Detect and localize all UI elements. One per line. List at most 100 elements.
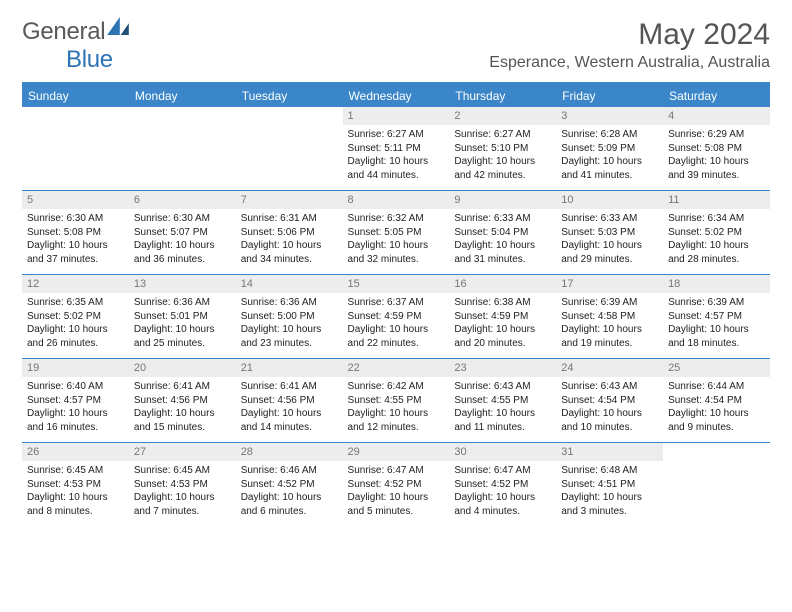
sunrise-text: Sunrise: 6:30 AM [27, 212, 124, 226]
weekday-header-row: Sunday Monday Tuesday Wednesday Thursday… [22, 84, 770, 108]
daylight-text-1: Daylight: 10 hours [241, 407, 338, 421]
sunrise-text: Sunrise: 6:32 AM [348, 212, 445, 226]
calendar-day-cell [129, 107, 236, 191]
sunrise-text: Sunrise: 6:36 AM [241, 296, 338, 310]
daylight-text-2: and 10 minutes. [561, 421, 658, 435]
day-number: 30 [449, 443, 556, 461]
calendar-day-cell: 25Sunrise: 6:44 AMSunset: 4:54 PMDayligh… [663, 359, 770, 443]
sunrise-text: Sunrise: 6:35 AM [27, 296, 124, 310]
daylight-text-1: Daylight: 10 hours [668, 239, 765, 253]
sunset-text: Sunset: 5:07 PM [134, 226, 231, 240]
daylight-text-1: Daylight: 10 hours [134, 407, 231, 421]
daylight-text-2: and 42 minutes. [454, 169, 551, 183]
calendar-day-cell: 26Sunrise: 6:45 AMSunset: 4:53 PMDayligh… [22, 443, 129, 527]
daylight-text-1: Daylight: 10 hours [27, 239, 124, 253]
sunset-text: Sunset: 4:53 PM [134, 478, 231, 492]
sunset-text: Sunset: 5:01 PM [134, 310, 231, 324]
calendar-day-cell: 3Sunrise: 6:28 AMSunset: 5:09 PMDaylight… [556, 107, 663, 191]
daylight-text-2: and 28 minutes. [668, 253, 765, 267]
day-number: 9 [449, 191, 556, 209]
day-details: Sunrise: 6:30 AMSunset: 5:07 PMDaylight:… [129, 209, 236, 274]
daylight-text-1: Daylight: 10 hours [668, 323, 765, 337]
sunset-text: Sunset: 5:08 PM [668, 142, 765, 156]
daylight-text-1: Daylight: 10 hours [241, 323, 338, 337]
sunset-text: Sunset: 4:55 PM [348, 394, 445, 408]
calendar-day-cell: 4Sunrise: 6:29 AMSunset: 5:08 PMDaylight… [663, 107, 770, 191]
sunset-text: Sunset: 4:56 PM [134, 394, 231, 408]
sunrise-text: Sunrise: 6:45 AM [134, 464, 231, 478]
daylight-text-1: Daylight: 10 hours [134, 323, 231, 337]
weekday-header: Wednesday [343, 84, 450, 108]
sunrise-text: Sunrise: 6:41 AM [241, 380, 338, 394]
calendar-day-cell: 2Sunrise: 6:27 AMSunset: 5:10 PMDaylight… [449, 107, 556, 191]
day-number: 31 [556, 443, 663, 461]
day-details: Sunrise: 6:47 AMSunset: 4:52 PMDaylight:… [449, 461, 556, 526]
sunset-text: Sunset: 5:00 PM [241, 310, 338, 324]
daylight-text-1: Daylight: 10 hours [27, 491, 124, 505]
sunrise-text: Sunrise: 6:30 AM [134, 212, 231, 226]
calendar-day-cell: 8Sunrise: 6:32 AMSunset: 5:05 PMDaylight… [343, 191, 450, 275]
daylight-text-1: Daylight: 10 hours [561, 239, 658, 253]
sunrise-text: Sunrise: 6:47 AM [454, 464, 551, 478]
day-number: 4 [663, 107, 770, 125]
day-details: Sunrise: 6:29 AMSunset: 5:08 PMDaylight:… [663, 125, 770, 190]
day-details: Sunrise: 6:33 AMSunset: 5:03 PMDaylight:… [556, 209, 663, 274]
calendar-week-row: 26Sunrise: 6:45 AMSunset: 4:53 PMDayligh… [22, 443, 770, 527]
calendar-day-cell: 31Sunrise: 6:48 AMSunset: 4:51 PMDayligh… [556, 443, 663, 527]
day-details: Sunrise: 6:45 AMSunset: 4:53 PMDaylight:… [22, 461, 129, 526]
calendar-day-cell: 9Sunrise: 6:33 AMSunset: 5:04 PMDaylight… [449, 191, 556, 275]
daylight-text-2: and 31 minutes. [454, 253, 551, 267]
day-number: 1 [343, 107, 450, 125]
calendar-week-row: 1 Sunrise: 6:27 AMSunset: 5:11 PM Daylight… [22, 107, 770, 191]
sunrise-text: Sunrise: 6:39 AM [561, 296, 658, 310]
sunset-text: Sunset: 5:05 PM [348, 226, 445, 240]
daylight-text-2: and 9 minutes. [668, 421, 765, 435]
sunset-text: Sunset: 5:11 PM [348, 142, 445, 156]
sunrise-text: Sunrise: 6:31 AM [241, 212, 338, 226]
day-details: Sunrise: 6:33 AMSunset: 5:04 PMDaylight:… [449, 209, 556, 274]
day-number: 13 [129, 275, 236, 293]
sunset-text: Sunset: 4:59 PM [454, 310, 551, 324]
sunrise-text: Sunrise: 6:34 AM [668, 212, 765, 226]
calendar-day-cell: 12Sunrise: 6:35 AMSunset: 5:02 PMDayligh… [22, 275, 129, 359]
sunset-text: Sunset: 4:53 PM [27, 478, 124, 492]
calendar-day-cell: 1Sunrise: 6:27 AMSunset: 5:11 PMDaylight… [343, 107, 450, 191]
daylight-text-1: Daylight: 10 hours [27, 323, 124, 337]
sunrise-text: Sunrise: 6:33 AM [561, 212, 658, 226]
daylight-text-1: Daylight: 10 hours [454, 155, 551, 169]
sunrise-text: Sunrise: 6:46 AM [241, 464, 338, 478]
day-number: 18 [663, 275, 770, 293]
sunrise-text: Sunrise: 6:33 AM [454, 212, 551, 226]
calendar-day-cell: 28Sunrise: 6:46 AMSunset: 4:52 PMDayligh… [236, 443, 343, 527]
daylight-text-2: and 5 minutes. [348, 505, 445, 519]
sunrise-text: Sunrise: 6:27 AM [348, 128, 445, 142]
day-details: Sunrise: 6:30 AMSunset: 5:08 PMDaylight:… [22, 209, 129, 274]
brand-logo: GeneralBlue [22, 18, 131, 74]
day-details: Sunrise: 6:43 AMSunset: 4:55 PMDaylight:… [449, 377, 556, 442]
calendar-day-cell: 27Sunrise: 6:45 AMSunset: 4:53 PMDayligh… [129, 443, 236, 527]
title-block: May 2024 Esperance, Western Australia, A… [489, 18, 770, 72]
sunset-text: Sunset: 4:54 PM [668, 394, 765, 408]
day-number: 17 [556, 275, 663, 293]
day-details: Sunrise: 6:38 AMSunset: 4:59 PMDaylight:… [449, 293, 556, 358]
daylight-text-1: Daylight: 10 hours [241, 239, 338, 253]
day-number: 26 [22, 443, 129, 461]
day-number: 23 [449, 359, 556, 377]
sunrise-text: Sunrise: 6:42 AM [348, 380, 445, 394]
calendar-day-cell: 5Sunrise: 6:30 AMSunset: 5:08 PMDaylight… [22, 191, 129, 275]
sunrise-text: Sunrise: 6:43 AM [561, 380, 658, 394]
daylight-text-1: Daylight: 10 hours [561, 155, 658, 169]
day-number: 7 [236, 191, 343, 209]
day-number: 22 [343, 359, 450, 377]
calendar-day-cell: 29Sunrise: 6:47 AMSunset: 4:52 PMDayligh… [343, 443, 450, 527]
sunrise-text: Sunrise: 6:40 AM [27, 380, 124, 394]
daylight-text-2: and 32 minutes. [348, 253, 445, 267]
sunset-text: Sunset: 5:06 PM [241, 226, 338, 240]
daylight-text-2: and 14 minutes. [241, 421, 338, 435]
day-number: 19 [22, 359, 129, 377]
calendar-day-cell: 30Sunrise: 6:47 AMSunset: 4:52 PMDayligh… [449, 443, 556, 527]
day-number: 15 [343, 275, 450, 293]
calendar-day-cell: 7 Sunrise: 6:31 AMSunset: 5:06 PMDaylight… [236, 191, 343, 275]
day-number: 6 [129, 191, 236, 209]
daylight-text-1: Daylight: 10 hours [27, 407, 124, 421]
